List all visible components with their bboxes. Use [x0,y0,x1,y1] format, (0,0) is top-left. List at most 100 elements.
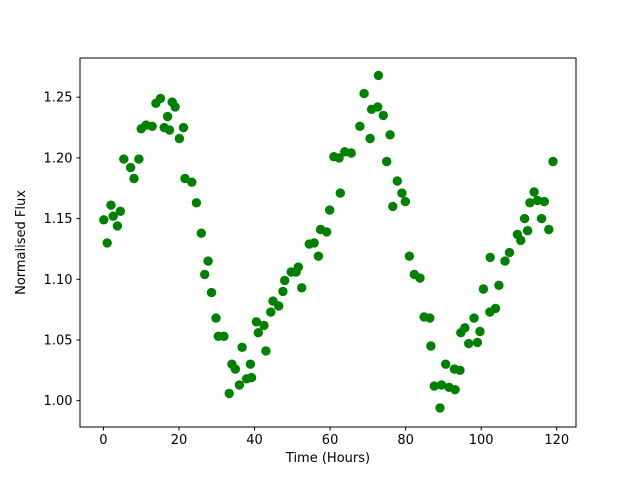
data-point [460,323,470,333]
data-point [464,338,474,349]
data-point [297,283,307,293]
data-point [170,102,180,112]
data-point [108,211,118,221]
data-point [266,307,276,317]
data-point [359,88,369,99]
data-point [191,198,202,208]
data-point [313,251,324,261]
data-point [525,198,535,208]
data-point [475,326,485,337]
data-point [436,380,447,390]
data-point [164,125,175,135]
data-point [435,403,445,413]
data-point [174,133,185,144]
data-point [309,238,319,248]
y-tick-label: 1.20 [44,151,73,166]
data-point [293,262,303,272]
data-point [388,201,398,212]
x-tick-label: 80 [397,433,414,448]
data-point [259,320,269,331]
data-point [147,121,157,131]
data-point [494,280,504,290]
y-axis-label: Normalised Flux [14,190,29,295]
data-point [261,346,271,356]
data-point [322,227,332,237]
data-point [450,385,460,395]
data-point [539,196,549,207]
data-point [529,187,539,197]
data-point [230,364,240,374]
data-point [178,122,189,133]
data-point [280,275,290,286]
x-tick-label: 40 [246,433,263,448]
data-point [490,303,501,314]
data-point [522,226,533,236]
data-point [219,331,229,341]
data-point [253,328,263,338]
data-point [504,247,515,258]
data-point [325,205,335,215]
x-tick-label: 120 [544,433,569,448]
data-point [224,388,234,399]
data-point [129,173,139,184]
data-point [134,154,144,164]
x-tick-label: 100 [469,433,494,448]
y-tick-label: 1.25 [44,91,73,106]
data-point [125,162,136,173]
data-point [99,215,109,225]
data-point [373,102,383,112]
data-point [373,70,384,81]
data-point [404,251,415,261]
y-tick-label: 1.10 [44,273,73,288]
data-point [206,287,217,298]
data-point [246,372,257,383]
data-point [115,206,126,216]
y-tick-label: 1.15 [44,212,73,227]
data-point [378,110,388,121]
data-point [234,380,245,390]
data-point [455,365,465,375]
y-tick-label: 1.05 [44,333,73,348]
data-point [441,359,451,369]
data-point [485,252,495,263]
data-point [397,188,407,198]
data-point [112,221,123,231]
data-point [426,341,436,351]
data-point [382,156,392,167]
data-point [237,342,247,352]
data-point [251,317,262,327]
data-point [392,176,402,186]
data-point [187,177,197,187]
data-point [196,228,206,238]
data-point [355,121,365,131]
x-tick-label: 20 [171,433,188,448]
x-axis-label: Time (Hours) [285,451,370,466]
data-point [500,256,510,266]
data-point [102,238,112,248]
data-point [334,153,344,163]
data-point [245,359,256,369]
data-point [415,273,425,283]
data-point [346,148,356,158]
data-point [335,188,345,198]
data-point [472,337,483,348]
data-point [536,213,547,224]
data-point [469,313,479,323]
data-point [544,224,554,235]
data-point [516,235,526,246]
data-point [119,154,129,164]
data-point [274,301,284,311]
data-point [211,313,221,323]
data-point [106,200,116,210]
data-point [203,256,213,266]
x-tick-label: 60 [322,433,339,448]
data-point [429,381,439,391]
data-point [400,196,410,207]
data-point [365,133,375,144]
data-point [478,284,489,294]
data-point [155,93,166,104]
y-tick-label: 1.00 [44,394,73,409]
data-point [385,130,395,140]
